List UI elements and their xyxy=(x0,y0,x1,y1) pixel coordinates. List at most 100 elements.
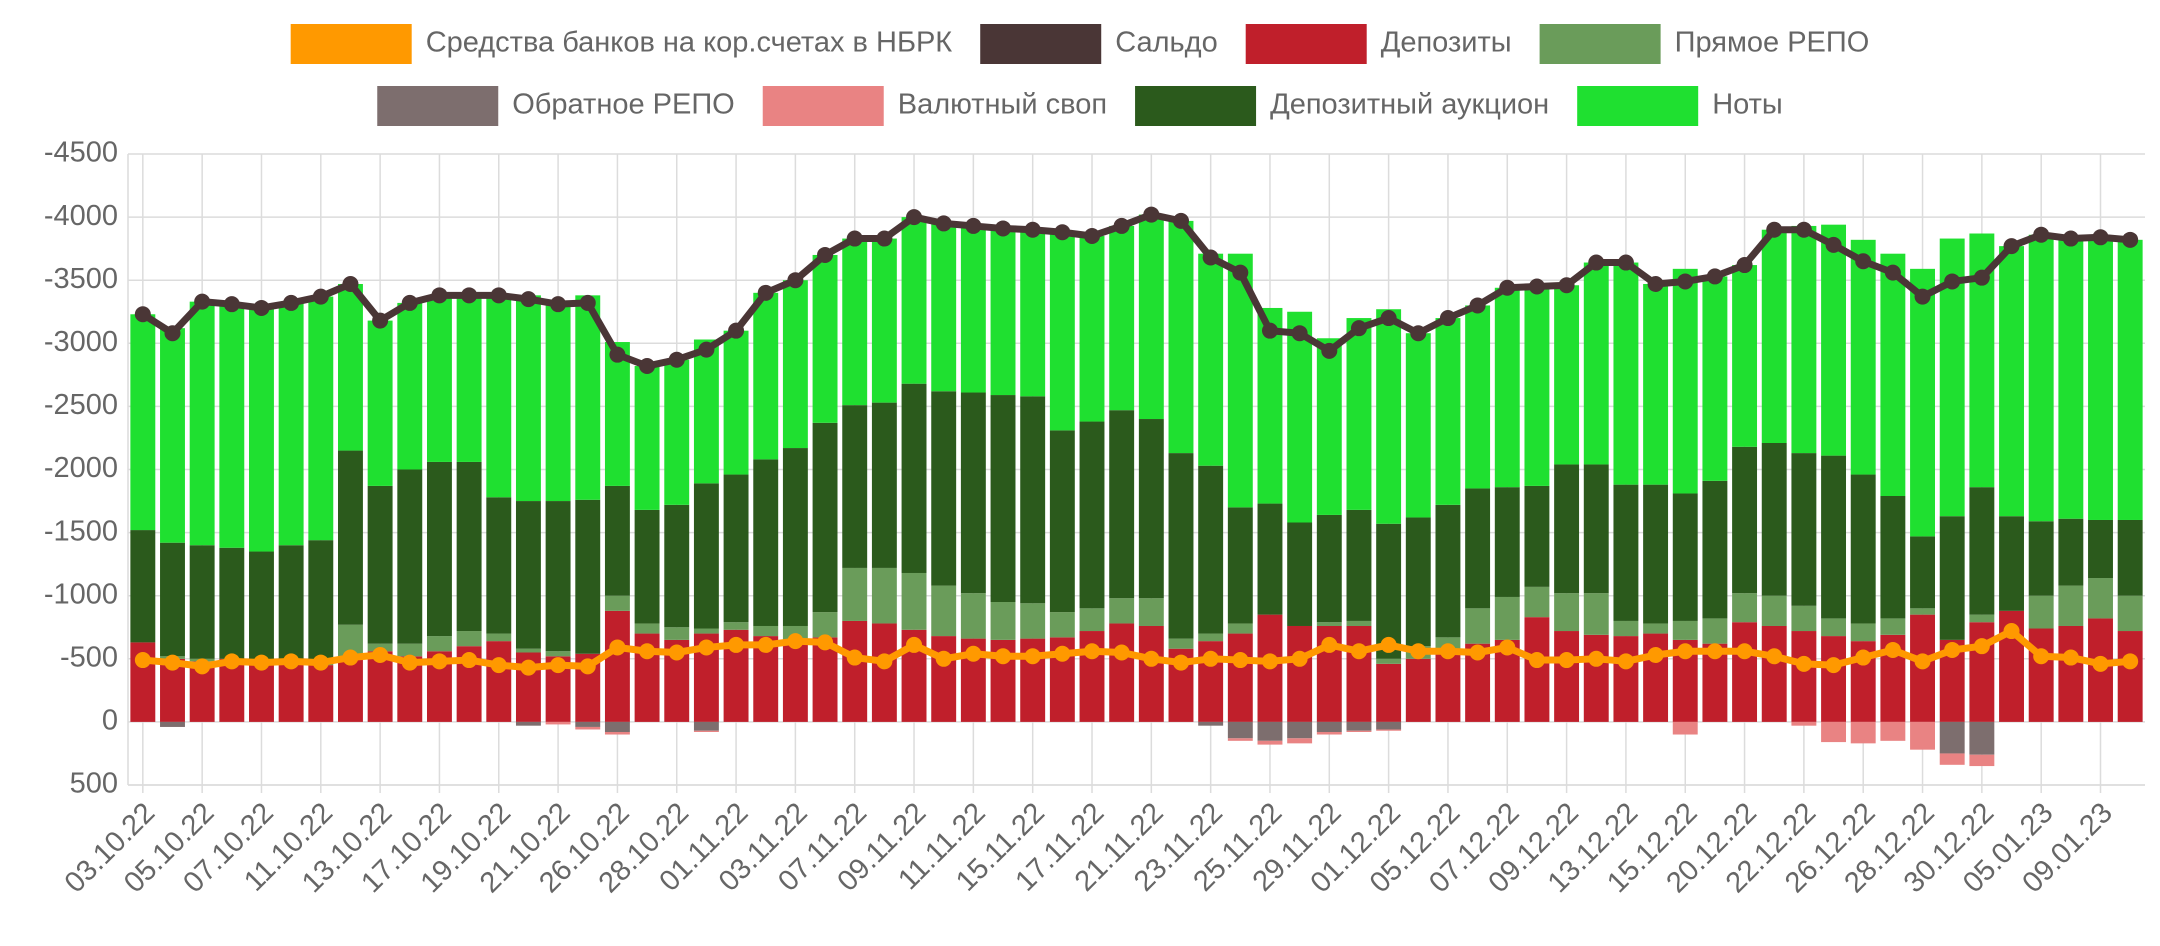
bar xyxy=(397,302,423,470)
bar xyxy=(693,483,719,629)
bar xyxy=(842,620,868,722)
bar xyxy=(1791,453,1817,606)
line-point xyxy=(253,299,270,316)
bar xyxy=(1880,253,1906,497)
bar xyxy=(1583,634,1609,722)
legend-label: Депозиты xyxy=(1381,27,1512,59)
line-point xyxy=(876,653,893,670)
bar xyxy=(1109,623,1135,722)
y-tick-label: -500 xyxy=(60,641,118,673)
line-point xyxy=(461,287,478,304)
line-point xyxy=(935,215,952,232)
bar xyxy=(2117,595,2143,632)
bar xyxy=(960,392,986,594)
line-point xyxy=(1795,221,1812,238)
line-point xyxy=(223,653,240,670)
bar xyxy=(486,295,512,498)
line-point xyxy=(164,325,181,342)
bar xyxy=(545,651,571,657)
bar xyxy=(693,721,719,731)
bar xyxy=(1376,658,1402,664)
bar xyxy=(931,391,957,586)
bar xyxy=(1316,731,1342,735)
line-point xyxy=(401,294,418,311)
line-point xyxy=(1469,297,1486,314)
bar xyxy=(160,542,185,657)
line-point xyxy=(906,209,923,226)
bar xyxy=(1939,753,1965,765)
bar xyxy=(664,627,690,640)
bar xyxy=(189,301,215,546)
bar xyxy=(1613,620,1639,637)
bar xyxy=(1999,246,2024,517)
bar xyxy=(871,567,897,624)
bar xyxy=(1939,721,1965,754)
bar xyxy=(1524,485,1550,587)
bar xyxy=(1138,598,1164,626)
bar xyxy=(604,485,630,596)
bar xyxy=(515,721,541,726)
line-point xyxy=(134,652,151,669)
line-point xyxy=(817,634,834,651)
bar xyxy=(2058,238,2084,519)
bar xyxy=(1583,464,1609,594)
bar xyxy=(397,469,423,644)
bar xyxy=(278,661,304,722)
bar xyxy=(1583,593,1609,635)
bar xyxy=(1554,285,1580,465)
line-point xyxy=(639,643,656,660)
bar xyxy=(338,450,363,625)
bar xyxy=(456,295,482,462)
bar xyxy=(812,254,838,423)
line-point xyxy=(1795,655,1812,672)
bar xyxy=(515,295,541,502)
bar xyxy=(1554,464,1580,594)
bar xyxy=(1999,516,2024,611)
line-point xyxy=(2062,230,2079,247)
line-point xyxy=(1528,278,1545,295)
bar xyxy=(1287,311,1313,523)
y-tick-label: -3000 xyxy=(44,326,118,358)
bar xyxy=(1761,229,1787,443)
bar xyxy=(1643,633,1669,722)
bar xyxy=(2028,595,2054,629)
line-point xyxy=(490,287,507,304)
line-point xyxy=(520,291,537,308)
bar xyxy=(278,302,304,546)
legend-row: Обратное РЕПО Валютный своп Депозитный аук… xyxy=(377,86,1783,126)
bar xyxy=(723,622,749,630)
legend-swatch xyxy=(762,86,884,126)
bar xyxy=(1732,265,1758,447)
line-point xyxy=(1350,643,1367,660)
bar xyxy=(1613,636,1639,722)
line-point xyxy=(668,644,685,661)
line-point xyxy=(1884,641,1901,658)
line-point xyxy=(283,653,300,670)
bar xyxy=(1257,307,1283,504)
bar xyxy=(871,402,897,568)
bar xyxy=(338,656,363,722)
y-tick-label: -1000 xyxy=(44,578,118,610)
bar xyxy=(1227,738,1253,741)
line-point xyxy=(2033,226,2050,243)
bar xyxy=(1910,721,1935,750)
bar xyxy=(1672,493,1698,621)
y-tick-label: -4000 xyxy=(44,200,118,232)
line-point xyxy=(1084,228,1101,245)
line-point xyxy=(846,649,863,666)
line-point xyxy=(668,351,685,368)
bar xyxy=(1702,618,1728,644)
line-point xyxy=(1232,652,1249,669)
line-point xyxy=(1973,269,1990,286)
bar xyxy=(1613,484,1639,621)
bar xyxy=(1020,229,1046,397)
bar xyxy=(1168,638,1194,649)
line-point xyxy=(757,636,774,653)
bar xyxy=(1761,442,1787,596)
bar xyxy=(1821,721,1847,743)
line-point xyxy=(1855,649,1872,666)
line-point xyxy=(1647,275,1664,292)
line-point xyxy=(1914,653,1931,670)
bar xyxy=(812,422,838,613)
